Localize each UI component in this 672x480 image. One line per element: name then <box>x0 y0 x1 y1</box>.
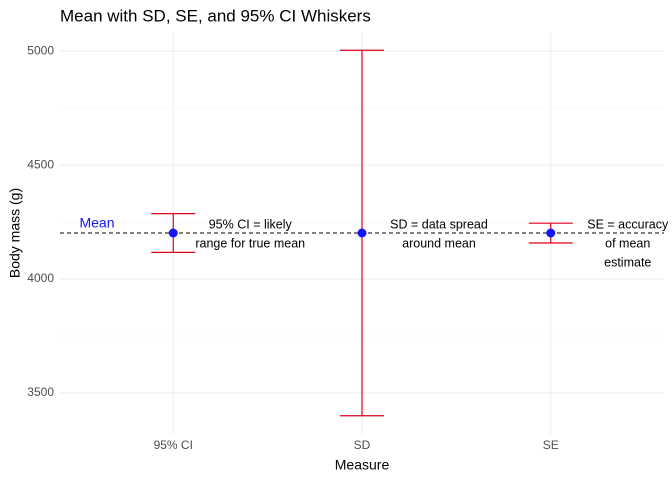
y-tick-label: 4000 <box>27 271 54 285</box>
annotation: estimate <box>604 255 651 269</box>
mean-point <box>546 228 556 238</box>
chart-title: Mean with SD, SE, and 95% CI Whiskers <box>60 6 371 25</box>
annotation: 95% CI = likely <box>209 217 293 231</box>
y-tick-label: 5000 <box>27 43 54 57</box>
annotation: range for true mean <box>195 236 305 250</box>
y-tick-label: 4500 <box>27 157 54 171</box>
x-tick-label: 95% CI <box>154 438 193 452</box>
mean-point <box>168 228 178 238</box>
annotation: of mean <box>605 236 650 250</box>
annotation: SD = data spread <box>390 217 488 231</box>
mean-label: Mean <box>79 215 114 231</box>
x-axis-label: Measure <box>335 457 390 473</box>
y-tick-label: 3500 <box>27 385 54 399</box>
x-tick-label: SD <box>354 438 371 452</box>
x-tick-label: SE <box>543 438 559 452</box>
annotation: around mean <box>402 236 476 250</box>
mean-point <box>357 228 367 238</box>
y-axis-label: Body mass (g) <box>7 188 23 278</box>
annotation: SE = accuracy <box>587 217 669 231</box>
